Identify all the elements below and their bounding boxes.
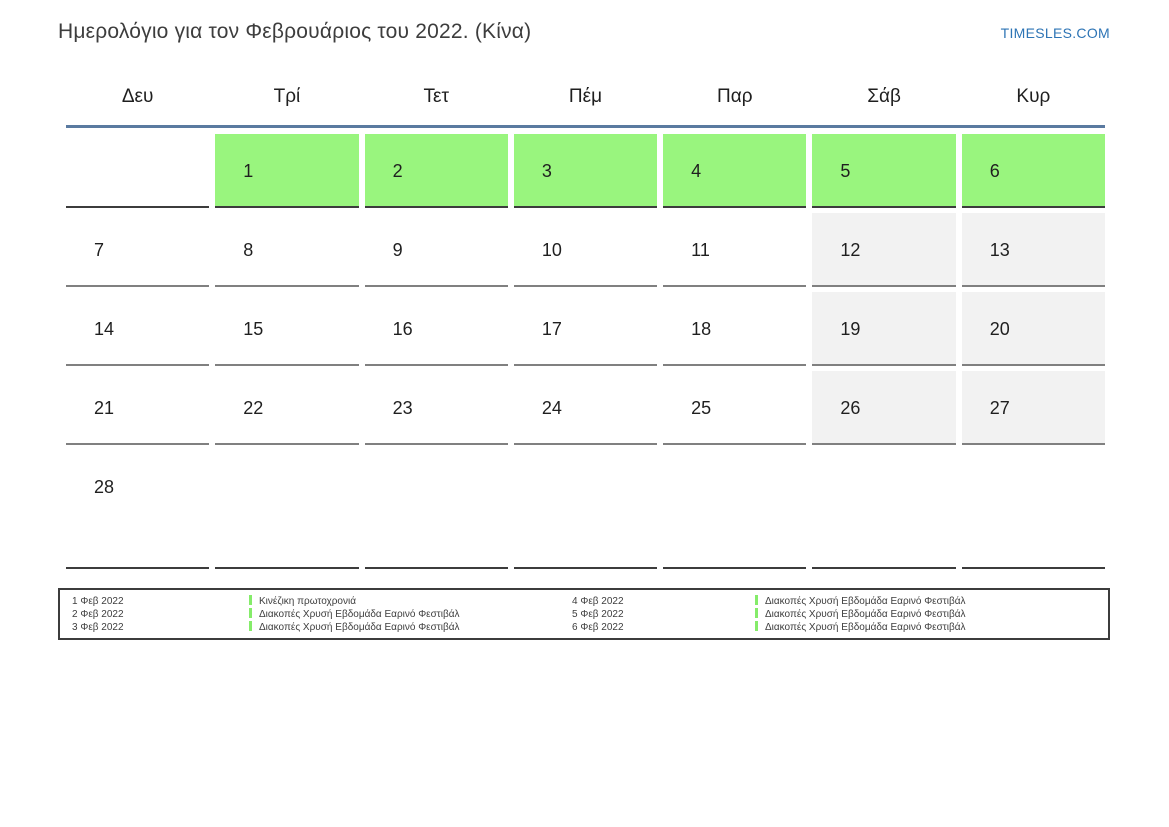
empty-cell [215, 450, 359, 569]
calendar-grid: Δευ Τρί Τετ Πέμ Παρ Σάβ Κυρ 1 2 3 4 5 6 7 8 9 10 11 12 13 1… [66, 68, 1105, 569]
day-cell: 5 [812, 134, 956, 208]
day-cell: 10 [513, 213, 658, 287]
empty-cell [66, 134, 210, 208]
legend-holiday-name: Κινέζικη πρωτοχρονιά [249, 595, 572, 608]
legend-holiday-label: Διακοπές Χρυσή Εβδομάδα Εαρινό Φεστιβάλ [765, 609, 966, 620]
day-cell: 24 [513, 371, 658, 445]
day-cell: 14 [66, 292, 210, 366]
holiday-marker-icon [755, 595, 758, 605]
day-cell: 12 [812, 213, 956, 287]
empty-cell [364, 450, 508, 569]
legend-holiday-label: Διακοπές Χρυσή Εβδομάδα Εαρινό Φεστιβάλ [765, 596, 966, 607]
holiday-marker-icon [249, 608, 252, 618]
legend-holiday-label: Διακοπές Χρυσή Εβδομάδα Εαρινό Φεστιβάλ [259, 609, 460, 620]
holiday-marker-icon [755, 608, 758, 618]
empty-cell [513, 450, 658, 569]
legend-holiday-name: Διακοπές Χρυσή Εβδομάδα Εαρινό Φεστιβάλ [755, 621, 1108, 634]
legend-date: 6 Φεβ 2022 [572, 622, 624, 633]
weeks-container: 1 2 3 4 5 6 7 8 9 10 11 12 13 14 15 16 17 18 19 20 21 22 23 24 2… [66, 134, 1105, 569]
empty-cell [663, 450, 807, 569]
legend-holiday-name: Διακοπές Χρυσή Εβδομάδα Εαρινό Φεστιβάλ [755, 608, 1108, 621]
legend-date: 5 Φεβ 2022 [572, 609, 624, 620]
day-cell: 26 [812, 371, 956, 445]
weekday-header: Πέμ [568, 85, 603, 107]
holiday-marker-icon [249, 595, 252, 605]
legend-date: 3 Φεβ 2022 [72, 622, 124, 633]
day-cell: 21 [66, 371, 210, 445]
legend-row: 2 Φεβ 2022 Διακοπές Χρυσή Εβδομάδα Εαρινό… [72, 608, 1108, 621]
day-cell: 23 [364, 371, 508, 445]
weekday-header-row: Δευ Τρί Τετ Πέμ Παρ Σάβ Κυρ [66, 68, 1105, 128]
week-row: 28 [66, 450, 1105, 569]
weekday-header: Τετ [423, 85, 449, 107]
legend-holiday-label: Διακοπές Χρυσή Εβδομάδα Εαρινό Φεστιβάλ [259, 622, 460, 633]
legend-date: 1 Φεβ 2022 [72, 596, 124, 607]
day-cell: 1 [215, 134, 359, 208]
day-cell: 19 [812, 292, 956, 366]
day-cell: 20 [961, 292, 1105, 366]
weekday-header: Κυρ [1016, 85, 1051, 107]
legend-holiday-label: Διακοπές Χρυσή Εβδομάδα Εαρινό Φεστιβάλ [765, 622, 966, 633]
day-cell: 25 [663, 371, 807, 445]
day-cell: 27 [961, 371, 1105, 445]
legend: 1 Φεβ 2022 Κινέζικη πρωτοχρονιά 4 Φεβ 2022… [58, 588, 1110, 640]
day-cell: 8 [215, 213, 359, 287]
day-cell: 18 [663, 292, 807, 366]
page-title: Ημερολόγιο για τον Φεβρουάριος του 2022.… [58, 20, 532, 43]
day-cell: 22 [215, 371, 359, 445]
weekday-header: Παρ [717, 85, 753, 107]
day-cell: 9 [364, 213, 508, 287]
day-cell: 2 [364, 134, 508, 208]
weekday-header: Δευ [121, 85, 154, 107]
week-row: 7 8 9 10 11 12 13 [66, 213, 1105, 287]
legend-row: 1 Φεβ 2022 Κινέζικη πρωτοχρονιά 4 Φεβ 2022… [72, 595, 1108, 608]
empty-cell [961, 450, 1105, 569]
day-cell: 11 [663, 213, 807, 287]
page-header: Ημερολόγιο για τον Φεβρουάριος του 2022.… [0, 0, 1169, 44]
legend-holiday-name: Διακοπές Χρυσή Εβδομάδα Εαρινό Φεστιβάλ [249, 621, 572, 634]
legend-date: 4 Φεβ 2022 [572, 596, 624, 607]
day-cell: 13 [961, 213, 1105, 287]
brand-link[interactable]: TIMESLES.COM [1000, 25, 1110, 41]
day-cell: 7 [66, 213, 210, 287]
day-cell: 28 [66, 450, 210, 569]
empty-cell [812, 450, 956, 569]
legend-date: 2 Φεβ 2022 [72, 609, 124, 620]
legend-holiday-label: Κινέζικη πρωτοχρονιά [259, 596, 356, 607]
weekday-header: Τρί [273, 85, 301, 107]
legend-holiday-name: Διακοπές Χρυσή Εβδομάδα Εαρινό Φεστιβάλ [249, 608, 572, 621]
day-cell: 17 [513, 292, 658, 366]
day-cell: 6 [961, 134, 1105, 208]
weekday-header: Σάβ [867, 85, 901, 107]
legend-row: 3 Φεβ 2022 Διακοπές Χρυσή Εβδομάδα Εαρινό… [72, 621, 1108, 634]
holiday-marker-icon [755, 621, 758, 631]
day-cell: 16 [364, 292, 508, 366]
day-cell: 3 [513, 134, 658, 208]
week-row: 21 22 23 24 25 26 27 [66, 371, 1105, 445]
week-row: 14 15 16 17 18 19 20 [66, 292, 1105, 366]
day-cell: 4 [663, 134, 807, 208]
legend-holiday-name: Διακοπές Χρυσή Εβδομάδα Εαρινό Φεστιβάλ [755, 595, 1108, 608]
holiday-marker-icon [249, 621, 252, 631]
day-cell: 15 [215, 292, 359, 366]
